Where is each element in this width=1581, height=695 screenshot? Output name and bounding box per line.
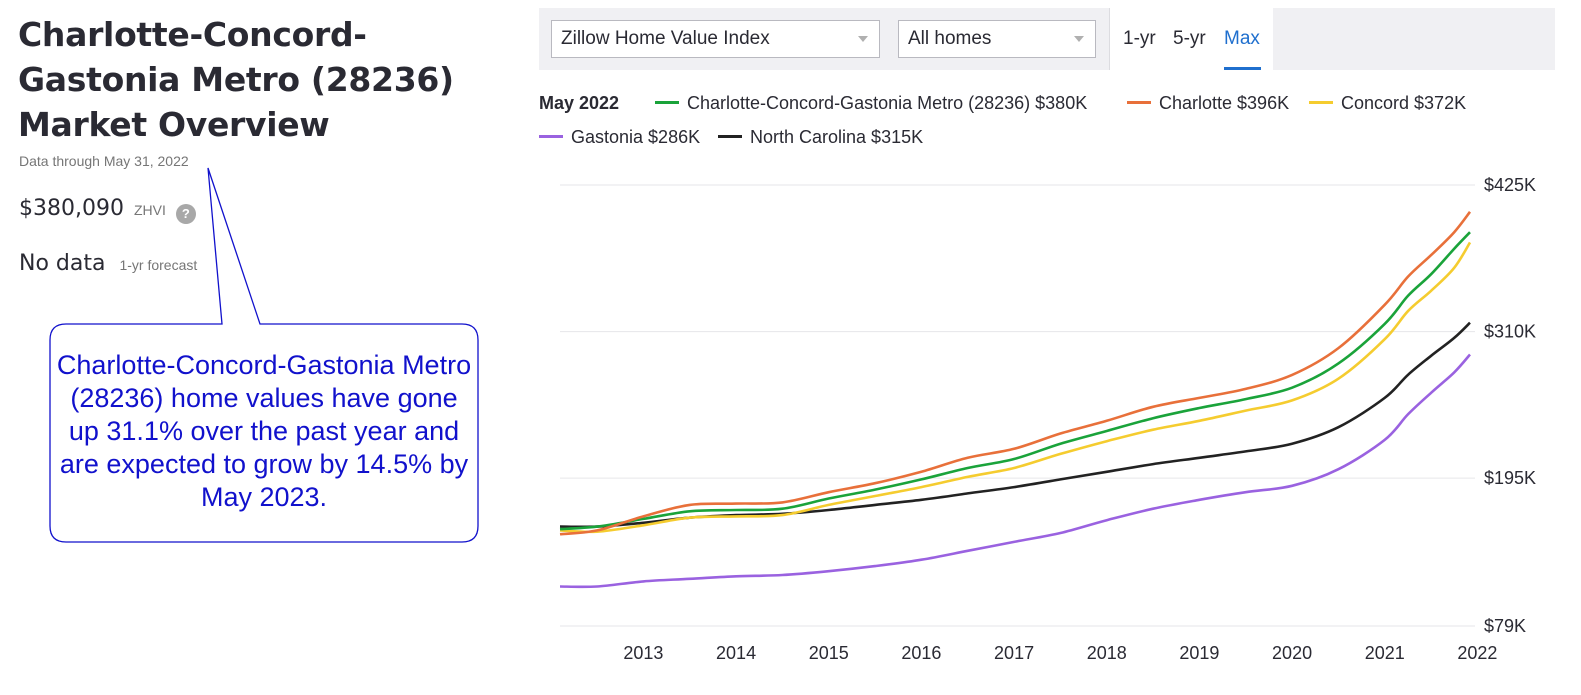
legend-swatch <box>718 134 742 138</box>
tab-5yr[interactable]: 5-yr <box>1173 28 1206 49</box>
legend-label: Charlotte $396K <box>1159 93 1290 113</box>
home-value-line-chart[interactable]: $425K $310K $195K $79K 2013 2014 2015 2016 2017 2… <box>540 160 1570 680</box>
legend-swatch <box>1127 100 1151 104</box>
x-tick-label: 2022 <box>1457 643 1497 663</box>
metric-select[interactable]: Zillow Home Value Index <box>551 20 880 58</box>
zhvi-label: ZHVI <box>133 202 166 218</box>
active-tab-indicator <box>1224 67 1261 70</box>
chevron-down-icon <box>1074 36 1084 42</box>
x-tick-label: 2015 <box>809 643 849 663</box>
legend-label: Concord $372K <box>1341 93 1467 113</box>
x-tick-label: 2017 <box>994 643 1034 663</box>
legend-swatch <box>1309 100 1333 104</box>
callout-text: Charlotte-Concord-Gastonia Metro (28236)… <box>56 350 472 512</box>
series-line-north-carolina[interactable] <box>559 321 1471 529</box>
page-title: Charlotte-Concord-Gastonia Metro (28236)… <box>18 15 454 144</box>
x-tick-label: 2020 <box>1272 643 1312 663</box>
x-tick-label: 2021 <box>1365 643 1405 663</box>
y-tick-label: $195K <box>1484 468 1536 488</box>
y-tick-label: $79K <box>1484 616 1526 636</box>
legend-label: Gastonia $286K <box>571 127 701 147</box>
zhvi-row: $380,090 ZHVI ? <box>19 196 196 224</box>
legend-item: North Carolina $315K <box>718 127 923 148</box>
tab-max[interactable]: Max <box>1224 28 1260 49</box>
chart-toolbar: Zillow Home Value Index All homes 1-yr 5… <box>539 8 1555 70</box>
home-type-select[interactable]: All homes <box>898 20 1096 58</box>
chevron-down-icon <box>858 36 868 42</box>
toolbar-spacer <box>1273 8 1555 70</box>
y-tick-label: $425K <box>1484 175 1536 195</box>
help-icon[interactable]: ? <box>175 204 196 224</box>
legend-label: North Carolina $315K <box>750 127 924 147</box>
legend-swatch <box>655 100 679 104</box>
x-tick-label: 2018 <box>1087 643 1127 663</box>
series-line-concord[interactable] <box>559 241 1472 534</box>
legend-date: May 2022 <box>539 93 620 113</box>
home-type-select-value: All homes <box>908 28 992 49</box>
x-tick-label: 2016 <box>901 643 941 663</box>
forecast-value: No data <box>19 251 106 276</box>
metric-select-value: Zillow Home Value Index <box>561 28 770 49</box>
tab-1yr[interactable]: 1-yr <box>1123 28 1156 49</box>
legend-item: Charlotte $396K <box>1127 93 1289 114</box>
zhvi-value: $380,090 <box>19 196 124 221</box>
x-tick-label: 2014 <box>716 643 756 663</box>
y-tick-label: $310K <box>1484 322 1536 342</box>
legend-item: Concord $372K <box>1309 93 1466 114</box>
legend-item: Charlotte-Concord-Gastonia Metro (28236)… <box>655 93 1087 114</box>
forecast-row: No data 1-yr forecast <box>19 251 197 276</box>
series-line-charlotte[interactable] <box>559 211 1472 536</box>
x-tick-label: 2019 <box>1179 643 1219 663</box>
legend-item: Gastonia $286K <box>539 127 700 148</box>
x-tick-label: 2013 <box>623 643 663 663</box>
legend-label: Charlotte-Concord-Gastonia Metro (28236)… <box>687 93 1088 113</box>
legend-swatch <box>539 134 563 138</box>
forecast-label: 1-yr forecast <box>119 257 198 273</box>
series-line-charlotte-concord-gastonia-metro-28236[interactable] <box>559 231 1471 531</box>
data-through-date: Data through May 31, 2022 <box>19 153 189 169</box>
series-line-gastonia[interactable] <box>559 353 1471 589</box>
